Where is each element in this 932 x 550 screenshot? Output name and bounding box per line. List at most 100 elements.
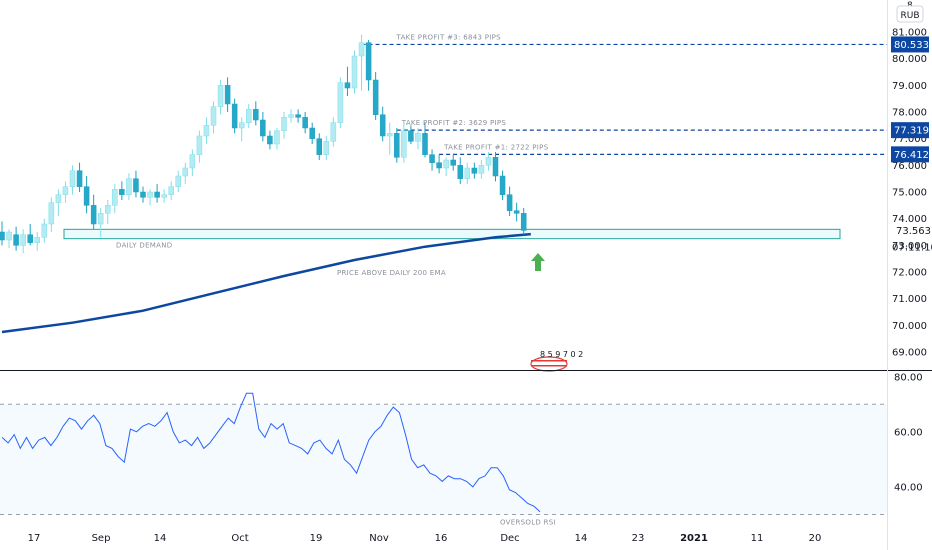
- candle-body: [189, 154, 196, 169]
- candle-body: [358, 42, 365, 57]
- daily-demand-label: DAILY DEMAND: [116, 242, 172, 250]
- candle-body: [309, 127, 315, 139]
- price-tick-label: 78.000: [892, 108, 927, 119]
- candle-body: [471, 167, 478, 174]
- candle-body: [119, 189, 125, 195]
- price-tick-label: 71.000: [892, 294, 927, 305]
- candle-body: [415, 133, 421, 142]
- candle-body: [217, 85, 224, 107]
- candle-body: [112, 189, 118, 206]
- candle-body: [351, 55, 358, 89]
- price-axis[interactable]: 69.000 70.000 71.000 72.000 73.000 74.000 75.0…: [892, 28, 927, 359]
- oversold-rsi-label: OVERSOLD RSI: [500, 518, 556, 526]
- candle-body: [394, 133, 400, 158]
- candle-body: [154, 191, 160, 198]
- candle-body: [365, 42, 372, 81]
- candle-body: [140, 191, 146, 198]
- candle-body: [147, 191, 153, 198]
- candle-body: [133, 178, 139, 193]
- time-axis[interactable]: 17 Sep 14 Oct 19 Nov 16 Dec 14 23 2021 11 20: [28, 533, 822, 544]
- time-tick-label: Sep: [92, 533, 111, 544]
- candle-body: [161, 194, 167, 198]
- take-profit-badge: [891, 36, 929, 53]
- candle-body: [281, 117, 287, 131]
- candle-body: [253, 109, 259, 121]
- price-badges: 80.533 77.319 76.412: [891, 36, 929, 163]
- time-tick-label: 17: [28, 533, 41, 544]
- candle-body: [302, 117, 308, 129]
- candle-body: [323, 141, 330, 155]
- price-tick-label: 72.000: [892, 268, 927, 279]
- candle-body: [27, 234, 33, 243]
- price-tick-label: 75.000: [892, 188, 927, 199]
- time-tick-label: 20: [809, 533, 822, 544]
- price-tick-label: 79.000: [892, 81, 927, 92]
- candle-body: [513, 210, 520, 214]
- candle-body: [295, 114, 301, 118]
- candle-body: [379, 114, 386, 137]
- take-profit-badge-text: 77.319: [894, 126, 929, 137]
- candle-body: [499, 175, 506, 195]
- candle-body: [62, 186, 69, 195]
- candle-body: [344, 82, 351, 89]
- price-tick-label: 76.000: [892, 161, 927, 172]
- candle-body: [267, 135, 273, 145]
- price-tick-label: 74.000: [892, 214, 927, 225]
- candle-body: [506, 194, 513, 211]
- take-profit-label: TAKE PROFIT #1: 2722 PIPS: [443, 143, 549, 151]
- candle-body: [48, 202, 55, 225]
- candle-body: [41, 223, 48, 238]
- candle-body: [464, 167, 471, 179]
- candle-body: [450, 159, 456, 166]
- candle-body: [83, 186, 90, 206]
- candle-body: [337, 82, 344, 123]
- candle-body: [492, 157, 499, 177]
- price-tick-label: 77.000: [892, 134, 927, 145]
- candle-body: [478, 165, 485, 174]
- svg-text:8 5 9 7 0 2: 8 5 9 7 0 2: [540, 350, 583, 359]
- time-tick-label: Oct: [231, 533, 248, 544]
- candle-body: [105, 205, 111, 214]
- candle-body: [97, 213, 104, 225]
- time-tick-label: 11: [751, 533, 764, 544]
- candle-body: [372, 79, 379, 115]
- price-tick-label: 73.000: [892, 241, 927, 252]
- rsi-band: [0, 404, 887, 515]
- current-price-badge: 73.563 07:11:10: [892, 226, 932, 254]
- time-tick-label: 16: [435, 533, 448, 544]
- daily-demand-zone: [63, 228, 841, 240]
- candle-body: [274, 130, 280, 145]
- price-tick-label: 80.000: [892, 54, 927, 65]
- candle-body: [90, 205, 97, 225]
- broker-logo-icon: 8 5 9 7 0 2: [530, 350, 583, 372]
- candle-body: [408, 130, 414, 142]
- candle-body: [126, 178, 132, 195]
- candle-body: [6, 231, 12, 241]
- candle-body: [260, 119, 266, 137]
- take-profit-label: TAKE PROFIT #2: 3629 PIPS: [401, 119, 507, 127]
- time-tick-label: 14: [154, 533, 167, 544]
- candle-body: [485, 157, 492, 166]
- take-profit-lines: TAKE PROFIT #3: 6843 PIPS TAKE PROFIT #2:…: [361, 33, 887, 155]
- time-tick-label: Nov: [369, 533, 389, 544]
- candle-body: [246, 109, 252, 123]
- candle-body: [203, 125, 210, 137]
- currency-button[interactable]: RUB: [896, 5, 924, 23]
- candle-body: [34, 237, 40, 243]
- candle-body: [20, 234, 26, 246]
- time-tick-label: Dec: [500, 533, 519, 544]
- price-tick-label: 69.000: [892, 348, 927, 359]
- time-tick-label: 2021: [680, 533, 708, 544]
- candle-body: [76, 170, 83, 187]
- take-profit-label: TAKE PROFIT #3: 6843 PIPS: [396, 33, 502, 41]
- time-tick-label: 14: [575, 533, 588, 544]
- rsi-axis[interactable]: 40.00 60.00 80.00: [894, 372, 923, 493]
- rsi-tick-label: 60.00: [894, 427, 923, 438]
- candle-body: [196, 135, 203, 155]
- candle-body: [387, 133, 393, 137]
- candle-body: [288, 114, 294, 118]
- price-tick-label: 81.000: [892, 28, 927, 39]
- up-arrow-icon: [531, 253, 545, 271]
- candle-body: [168, 186, 174, 195]
